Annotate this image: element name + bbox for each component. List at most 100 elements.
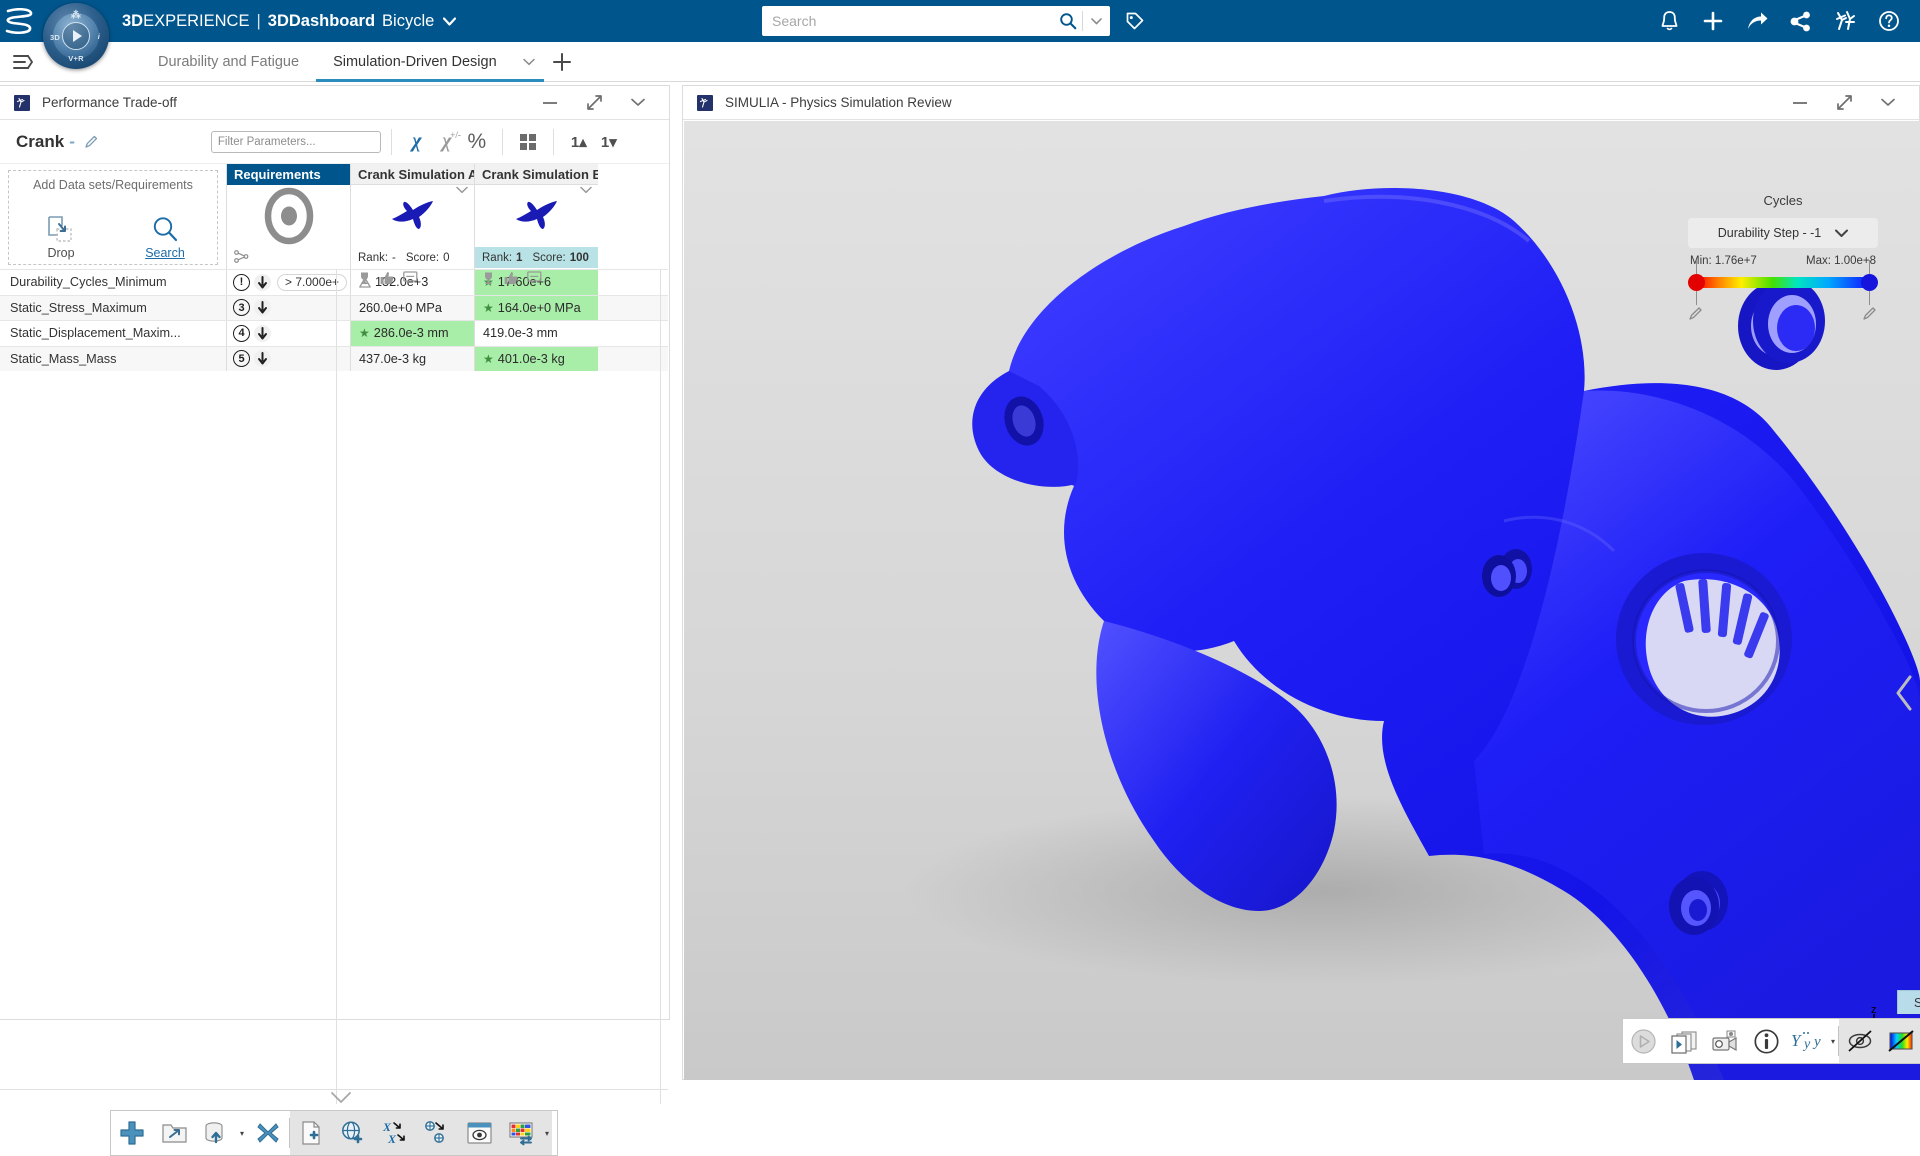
chevron-down-icon[interactable] [1835, 229, 1849, 238]
toolbar-divider [390, 128, 392, 155]
3d-viewport[interactable]: Cycles Durability Step - -1 Min: 1.76e+7… [684, 121, 1920, 1080]
chi-variable-button[interactable]: χ [412, 130, 422, 152]
3dexperience-compass[interactable]: ⁂ 3D i V+R [43, 3, 109, 69]
minimize-icon[interactable] [541, 94, 559, 112]
minimize-icon[interactable] [1791, 94, 1809, 112]
hide-contour-button[interactable] [1839, 1019, 1880, 1063]
chevron-down-icon[interactable] [1879, 94, 1897, 112]
brand-chevron-down-icon[interactable] [443, 16, 457, 26]
tab-chevron-down-icon[interactable] [514, 42, 544, 82]
column-requirements[interactable]: Requirements [226, 164, 350, 269]
animation-frames-button[interactable] [1664, 1019, 1705, 1063]
compass-label-top: ⁂ [70, 10, 82, 21]
search-action[interactable]: Search [113, 214, 217, 260]
drop-label: Drop [47, 246, 75, 260]
step-selector[interactable]: Durability Step - -1 [1688, 218, 1878, 248]
svg-text:X: X [387, 1132, 397, 1146]
dassault-systemes-logo[interactable] [0, 0, 38, 42]
brand-context[interactable]: Bicycle [382, 11, 435, 30]
add-tab-button[interactable] [544, 42, 580, 82]
percent-button[interactable]: % [467, 129, 487, 153]
legend-max-pencil-icon[interactable] [1862, 305, 1878, 321]
color-gradient-bar [1696, 277, 1870, 288]
share-arrow-icon[interactable] [1744, 8, 1770, 34]
color-map-off-button[interactable] [1880, 1019, 1920, 1063]
legend-max-handle[interactable] [1861, 274, 1878, 291]
record-video-button[interactable] [1705, 1019, 1746, 1063]
add-global-button[interactable] [332, 1111, 374, 1155]
color-scale[interactable]: Min: 1.76e+7 Max: 1.00e+8 [1688, 255, 1878, 320]
notifications-icon[interactable] [1656, 8, 1682, 34]
parameter-name: Durability_Cycles_Minimum [10, 275, 167, 290]
brand-experience: EXPERIENCE [143, 11, 250, 30]
plot-dropdown-button[interactable]: ▾ [1831, 1036, 1836, 1046]
grid-view-button[interactable] [513, 127, 543, 157]
compare-dropdown-button[interactable]: ▾ [545, 1128, 550, 1138]
legend-max-tick [1869, 260, 1870, 274]
expand-icon[interactable] [1835, 94, 1853, 112]
expand-icon[interactable] [585, 94, 603, 112]
column-chevron-down-icon[interactable] [580, 186, 592, 194]
tag-icon[interactable] [1120, 8, 1148, 34]
save-dropdown-button[interactable]: ▾ [240, 1128, 245, 1138]
new-document-button[interactable] [290, 1111, 332, 1155]
brand-3d: 3D [122, 11, 144, 30]
info-button[interactable] [1746, 1019, 1787, 1063]
cell-value: 419.0e-3 mm [483, 326, 558, 341]
global-search[interactable] [762, 6, 1110, 36]
share-network-icon[interactable] [1788, 8, 1814, 34]
3dexperience-me-icon[interactable] [1832, 8, 1858, 34]
svg-text:Y: Y [1791, 1031, 1802, 1050]
tab-simulation-driven-design[interactable]: Simulation-Driven Design [316, 42, 514, 82]
table-row[interactable]: Static_Stress_Maximum 3 260.0e+0 MPa ★ 1… [0, 294, 668, 320]
chi-plusminus-button[interactable]: χ +/- [432, 127, 462, 157]
table-row[interactable]: Static_Mass_Mass 5 437.0e-3 kg ★ 401.0e-… [0, 345, 668, 371]
table-row[interactable]: Static_Displacement_Maxim... 4 ★ 286.0e-… [0, 320, 668, 346]
column-crank-simulation-b[interactable]: Crank Simulation B. Rank: 1 Score: 100 [474, 164, 598, 284]
thumbs-up-icon [380, 271, 394, 284]
open-folder-button[interactable] [153, 1111, 195, 1155]
sort-asc-button[interactable]: 1▴ [570, 133, 587, 151]
pencil-icon[interactable] [84, 134, 99, 149]
requirements-footer [227, 247, 350, 266]
map-targets-button[interactable] [416, 1111, 458, 1155]
tab-simulation[interactable]: Simulation [1897, 990, 1920, 1014]
play-button[interactable] [1623, 1019, 1664, 1063]
column-header-label: Requirements [227, 164, 350, 185]
legend-min-pencil-icon[interactable] [1688, 305, 1704, 321]
drop-action[interactable]: Drop [9, 214, 113, 260]
delete-button[interactable] [247, 1111, 289, 1155]
tab-durability-and-fatigue[interactable]: Durability and Fatigue [141, 42, 316, 82]
column-crank-simulation-a[interactable]: Crank Simulation A. Rank: - Score: 0 [350, 164, 474, 284]
add-datasets-dropzone[interactable]: Add Data sets/Requirements Drop [8, 170, 218, 265]
search-chevron-down-icon[interactable] [1082, 11, 1110, 31]
sort-desc-button[interactable]: 1▾ [600, 133, 617, 151]
viewport-collapse-chevron-left-icon[interactable] [1892, 673, 1918, 713]
dashboard-tabbar: Durability and Fatigue Simulation-Driven… [0, 42, 1920, 82]
right-panel-controls [1791, 94, 1919, 112]
plot-xy-button[interactable]: Y y y [1787, 1019, 1828, 1063]
column-chevron-down-icon[interactable] [456, 186, 468, 194]
filter-parameters-input[interactable] [210, 130, 381, 153]
legend-min-handle[interactable] [1688, 274, 1705, 291]
hamburger-menu-icon[interactable] [0, 42, 46, 82]
best-star-icon: ★ [483, 300, 494, 315]
chevron-down-icon[interactable] [629, 94, 647, 112]
save-database-button[interactable] [195, 1111, 237, 1155]
add-button[interactable] [111, 1111, 153, 1155]
preview-button[interactable] [458, 1111, 500, 1155]
search-input[interactable] [762, 7, 1054, 35]
priority-badge: 4 [233, 324, 250, 342]
subject-title: Crank [16, 131, 65, 151]
requirement-value[interactable]: > 7.000e+ [277, 273, 348, 291]
simulation-thumbnail [475, 185, 598, 247]
requirement-cell: 5 [226, 346, 350, 371]
help-icon[interactable] [1876, 8, 1902, 34]
add-icon[interactable] [1700, 8, 1726, 34]
left-panel-collapse-chevron-icon[interactable] [330, 1091, 352, 1105]
search-icon[interactable] [1054, 12, 1082, 30]
compare-matrix-button[interactable] [500, 1111, 542, 1155]
tab-label: Simulation-Driven Design [333, 53, 497, 70]
simulation-a-actions [351, 268, 474, 287]
